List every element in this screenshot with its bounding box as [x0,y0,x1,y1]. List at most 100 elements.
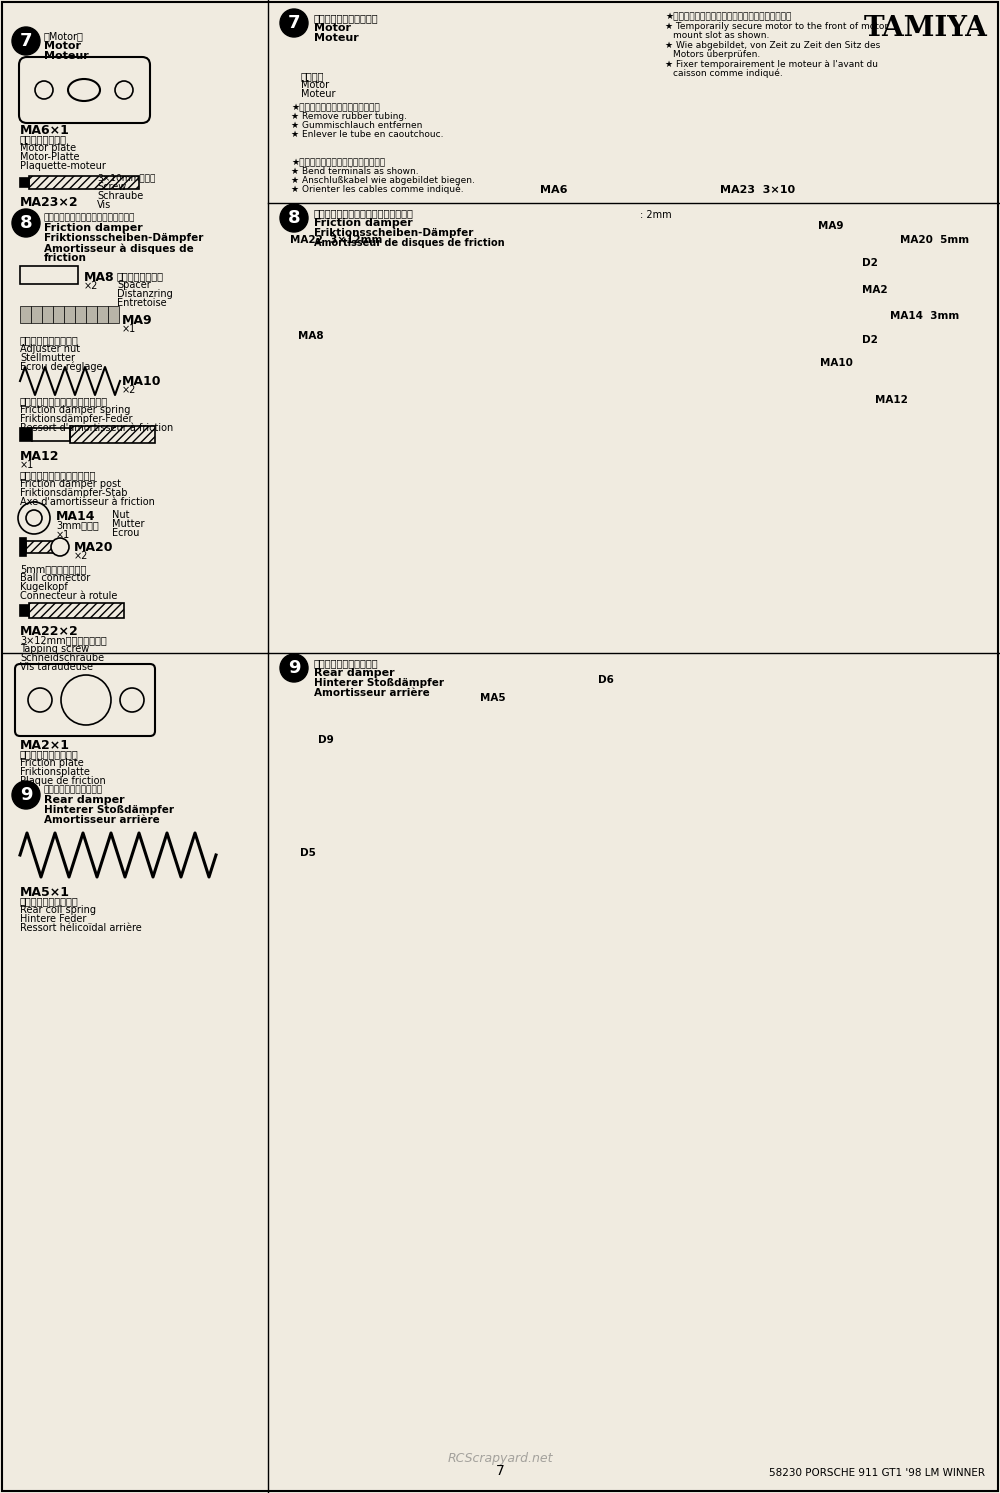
Bar [70,426,155,443]
Text: アルミスペーサー: アルミスペーサー [117,272,164,281]
Text: MA22  3×12mm: MA22 3×12mm [290,234,382,245]
Text: 3×10mm丸ビス: 3×10mm丸ビス [97,173,155,182]
Text: MA9: MA9 [818,221,844,231]
Text: Axe d'amortisseur à friction: Axe d'amortisseur à friction [20,497,155,508]
Text: MA5×1: MA5×1 [20,885,70,899]
Text: mount slot as shown.: mount slot as shown. [673,31,769,40]
Text: モータープレート: モータープレート [20,134,67,143]
Text: Friction damper: Friction damper [314,218,413,228]
Bar [26,540,54,552]
Text: ★端子部品をまげてつけてつけます。: ★端子部品をまげてつけてつけます。 [291,158,385,167]
Text: Friction plate: Friction plate [20,758,84,767]
Text: Motor-Platte: Motor-Platte [20,152,80,163]
Text: D5: D5 [300,848,316,858]
Text: caisson comme indiqué.: caisson comme indiqué. [673,69,783,79]
Text: 7: 7 [20,31,32,49]
Text: Nut: Nut [112,511,130,520]
Circle shape [61,675,111,726]
Text: MA23  3×10: MA23 3×10 [720,185,795,196]
Circle shape [18,502,50,534]
Text: ×2: ×2 [84,281,98,291]
Bar [20,537,26,555]
Text: Rear damper: Rear damper [314,667,395,678]
Text: MA14: MA14 [56,511,96,523]
Text: Moteur: Moteur [301,90,336,99]
Text: MA8: MA8 [84,272,115,284]
Text: Motor: Motor [44,40,81,51]
Text: 8: 8 [288,209,300,227]
Text: 3×12mmタッピングビス: 3×12mmタッピングビス [20,635,107,645]
Bar [53,306,64,322]
Text: MA9: MA9 [122,314,153,327]
Text: フリクションダンパースプリング: フリクションダンパースプリング [20,396,108,406]
Text: ★ Temporarily secure motor to the front of motor: ★ Temporarily secure motor to the front … [665,22,888,31]
Bar [86,306,97,322]
Text: MA12: MA12 [20,449,60,463]
Text: Friktionsscheiben-Dämpfer: Friktionsscheiben-Dämpfer [314,228,473,237]
Bar [20,178,29,187]
Text: Moteur: Moteur [314,33,359,43]
Text: ★ Gummischlauch entfernen: ★ Gummischlauch entfernen [291,121,422,130]
Text: 「ダンパーのくみたて」: 「ダンパーのくみたて」 [44,785,103,794]
Bar [108,306,119,322]
Circle shape [280,654,308,682]
Text: Friktionsscheiben-Dämpfer: Friktionsscheiben-Dämpfer [44,233,203,243]
Text: Spacer: Spacer [117,281,151,290]
Text: 「モーターのとりつけ」: 「モーターのとりつけ」 [314,13,379,22]
Text: Friktionsplatte: Friktionsplatte [20,767,90,776]
Bar [97,306,108,322]
Text: 7: 7 [496,1465,504,1478]
Text: Schraube: Schraube [97,191,143,202]
Bar [20,605,29,617]
Bar [29,176,139,190]
Text: モーター: モーター [301,72,324,81]
Bar [32,428,70,440]
Ellipse shape [68,79,100,102]
Text: Tapping screw: Tapping screw [20,643,89,654]
Text: 「フリクションダンパーのくみたて」: 「フリクションダンパーのくみたて」 [314,208,414,218]
Circle shape [12,209,40,237]
Text: Vis taraudeuse: Vis taraudeuse [20,661,93,672]
Text: MA6: MA6 [540,185,568,196]
Text: Vis: Vis [97,200,111,211]
Circle shape [12,781,40,809]
Circle shape [26,511,42,526]
Text: : 2mm: : 2mm [640,211,672,219]
Text: ★ Anschlußkabel wie abgebildet biegen.: ★ Anschlußkabel wie abgebildet biegen. [291,176,475,185]
Text: D2: D2 [862,334,878,345]
Circle shape [115,81,133,99]
Bar [20,306,31,322]
Circle shape [51,537,69,555]
Text: MA20: MA20 [74,540,114,554]
Text: ×2: ×2 [122,385,136,396]
Bar [42,306,53,322]
Text: Stellmutter: Stellmutter [20,352,75,363]
Text: Ressort hélicoïdal arrière: Ressort hélicoïdal arrière [20,923,142,933]
Text: ★ Remove rubber tubing.: ★ Remove rubber tubing. [291,112,407,121]
Text: 9: 9 [20,785,32,805]
Bar [31,306,42,322]
Text: Rear damper: Rear damper [44,794,125,805]
Text: RCScrapyard.net: RCScrapyard.net [447,1453,553,1465]
Text: Schneidschraube: Schneidschraube [20,652,104,663]
Text: Entretoise: Entretoise [117,299,167,308]
Text: Amortisseur de disques de friction: Amortisseur de disques de friction [314,237,505,248]
Text: Ecrou: Ecrou [112,529,139,537]
Text: Amortisseur à disques de: Amortisseur à disques de [44,243,194,254]
Text: ★モーターを前側によせて仮り止めしておきます。: ★モーターを前側によせて仮り止めしておきます。 [665,12,791,21]
Bar [64,306,75,322]
Text: 3mmナット: 3mmナット [56,520,99,530]
Text: TAMIYA: TAMIYA [864,15,988,42]
Text: Plaquette-moteur: Plaquette-moteur [20,161,106,172]
Text: 58230 PORSCHE 911 GT1 '98 LM WINNER: 58230 PORSCHE 911 GT1 '98 LM WINNER [769,1468,985,1478]
Text: Rear coil spring: Rear coil spring [20,905,96,915]
Text: ★ゴムチューブは取りはずします。: ★ゴムチューブは取りはずします。 [291,103,380,112]
Text: Ressort d'amortisseur à friction: Ressort d'amortisseur à friction [20,423,173,433]
Text: Motor: Motor [314,22,351,33]
Text: 8: 8 [20,213,32,231]
Text: MA2: MA2 [862,285,888,296]
Text: Hinterer Stoßdämpfer: Hinterer Stoßdämpfer [44,805,174,815]
Text: Amortisseur arrière: Amortisseur arrière [314,688,430,699]
Text: 9: 9 [288,658,300,676]
Text: Hintere Feder: Hintere Feder [20,914,86,924]
